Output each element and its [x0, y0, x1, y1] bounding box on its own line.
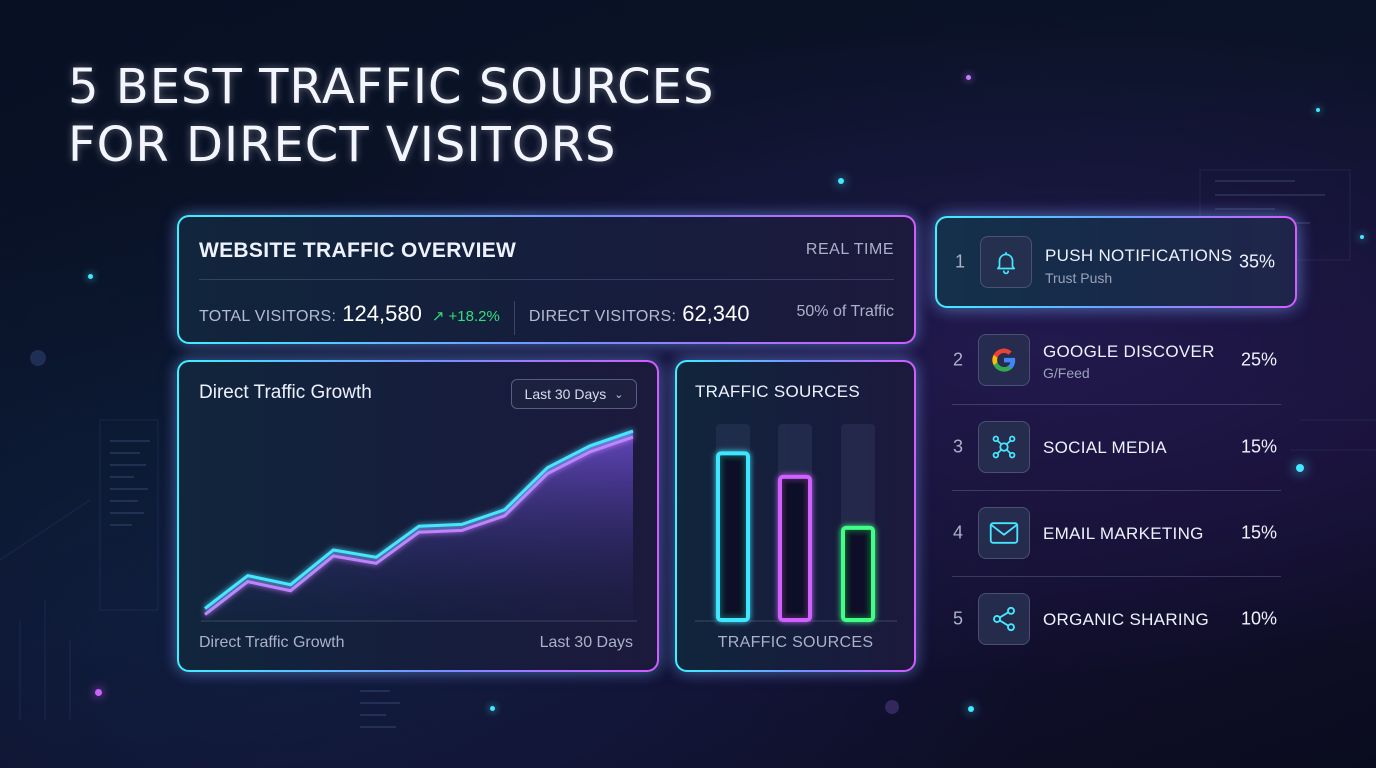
source-item-email-marketing[interactable]: 4 EMAIL MARKETING 15%: [935, 487, 1297, 579]
source-rank: 4: [953, 522, 964, 543]
list-divider: [952, 404, 1281, 405]
growth-title: Direct Traffic Growth: [199, 382, 372, 403]
traffic-sources-card: TRAFFIC SOURCES TRAFFIC SOURCES: [675, 360, 916, 672]
source-subtitle: G/Feed: [1043, 365, 1090, 381]
source-item-google-discover[interactable]: 2 GOOGLE DISCOVER G/Feed 25%: [935, 314, 1297, 406]
sources-title: TRAFFIC SOURCES: [695, 382, 861, 401]
traffic-bar: [778, 474, 812, 622]
source-percent: 35%: [1238, 251, 1275, 272]
source-item-social-media[interactable]: 3 SOCIAL MEDIA 15%: [935, 401, 1297, 493]
traffic-bar: [716, 451, 750, 623]
google-icon: [978, 334, 1030, 386]
stats-divider: [513, 301, 515, 335]
direct-visitors-value: 62,340: [682, 301, 750, 326]
growth-line: [204, 429, 634, 610]
sources-bar-chart: [695, 424, 897, 623]
source-name: PUSH NOTIFICATIONS: [1045, 246, 1233, 265]
source-name: ORGANIC SHARING: [1043, 610, 1210, 629]
bell-icon: [980, 236, 1032, 288]
source-item-organic-sharing[interactable]: 5 ORGANIC SHARING 10%: [935, 573, 1297, 665]
source-name: EMAIL MARKETING: [1043, 524, 1204, 543]
source-rank: 5: [953, 608, 964, 629]
page-title: 5 BEST TRAFFIC SOURCES FOR DIRECT VISITO…: [68, 58, 714, 174]
source-percent: 15%: [1240, 522, 1277, 543]
source-item-push-notifications[interactable]: 1 PUSH NOTIFICATIONS Trust Push 35%: [935, 216, 1297, 308]
sources-footer: TRAFFIC SOURCES: [717, 634, 874, 651]
list-divider: [952, 490, 1281, 491]
share-icon: [978, 593, 1030, 645]
traffic-bar: [841, 525, 875, 623]
date-range-select[interactable]: Last 30 Days ⌄: [511, 379, 637, 409]
source-percent: 25%: [1240, 349, 1277, 370]
real-time-label: REAL TIME: [805, 241, 894, 258]
traffic-overview-card: WEBSITE TRAFFIC OVERVIEW REAL TIME TOTAL…: [177, 215, 916, 344]
network-icon: [978, 421, 1030, 473]
source-rank: 2: [953, 349, 964, 370]
source-name: GOOGLE DISCOVER: [1043, 342, 1215, 361]
source-percent: 10%: [1240, 608, 1277, 629]
mail-icon: [978, 507, 1030, 559]
source-percent: 15%: [1240, 436, 1277, 457]
growth-footer-label: Direct Traffic Growth: [199, 634, 345, 651]
title-line-2: FOR DIRECT VISITORS: [68, 117, 617, 173]
growth-chart: [201, 429, 637, 622]
source-subtitle: Trust Push: [1045, 270, 1113, 286]
direct-traffic-growth-card: Direct Traffic Growth Last 30 Days ⌄ Dir…: [177, 360, 659, 672]
overview-divider: [199, 279, 894, 280]
direct-visitors-label: DIRECT VISITORS:: [528, 308, 677, 325]
chevron-down-icon: ⌄: [614, 388, 624, 401]
overview-stats: TOTAL VISITORS: 124,580 ↗ +18.2% DIRECT …: [199, 301, 750, 335]
traffic-share: 50% of Traffic: [796, 303, 894, 320]
growth-footer-range: Last 30 Days: [539, 634, 633, 651]
list-divider: [952, 576, 1281, 577]
title-line-1: 5 BEST TRAFFIC SOURCES: [68, 59, 715, 115]
growth-badge: ↗ +18.2%: [431, 308, 500, 325]
source-name: SOCIAL MEDIA: [1043, 438, 1167, 457]
total-visitors-value: 124,580: [342, 301, 422, 326]
source-rank: 3: [953, 436, 964, 457]
growth-line-secondary: [204, 435, 634, 616]
date-range-value: Last 30 Days: [524, 386, 607, 402]
total-visitors-label: TOTAL VISITORS:: [199, 308, 337, 325]
source-rank: 1: [955, 251, 966, 272]
overview-title: WEBSITE TRAFFIC OVERVIEW: [199, 239, 517, 262]
